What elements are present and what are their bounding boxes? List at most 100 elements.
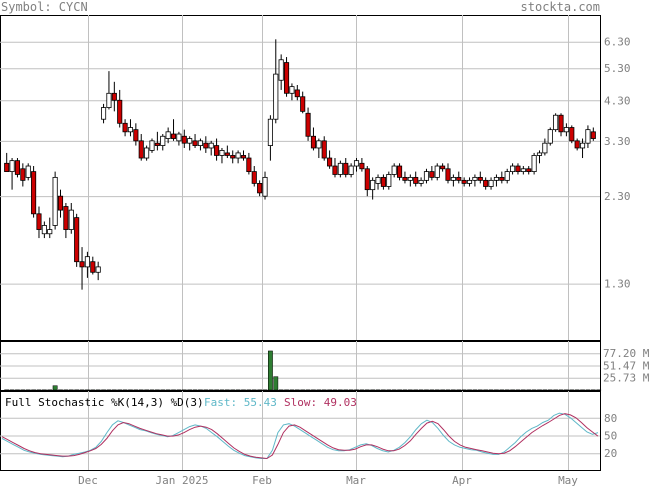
fast-value-label: Fast: 55.43: [204, 396, 277, 409]
volume-bar: [4, 389, 10, 391]
candle-body: [456, 176, 462, 181]
volume-bar: [563, 389, 569, 391]
volume-bar: [547, 389, 553, 391]
candle-body: [305, 112, 311, 137]
volume-bar: [273, 376, 279, 391]
candle-body: [327, 157, 333, 167]
candle-body: [397, 165, 403, 178]
candle-body: [68, 209, 74, 230]
volume-bar: [149, 389, 155, 391]
volume-bar: [144, 389, 150, 391]
x-tick-label: Mar: [346, 474, 366, 486]
candle-body: [133, 129, 139, 142]
y-tick-label: 5.30: [604, 62, 631, 75]
volume-bar: [596, 389, 602, 391]
candle-body: [386, 174, 392, 187]
candle-body: [122, 122, 128, 133]
candle-body: [31, 171, 37, 215]
volume-bar: [558, 389, 564, 391]
y-tick-label: 6.30: [604, 36, 631, 49]
volume-bar: [343, 389, 349, 391]
candle-body: [402, 176, 408, 181]
fast-stochastic-line: [1, 412, 599, 459]
volume-bar: [574, 389, 580, 391]
volume-bar: [429, 389, 435, 391]
volume-bar: [128, 389, 133, 391]
volume-bar: [413, 389, 419, 391]
candle-body: [219, 150, 225, 156]
volume-bar: [251, 389, 257, 391]
candle-body: [585, 129, 591, 144]
volume-bar: [138, 389, 144, 391]
slow-stochastic-line: [1, 413, 599, 460]
candle-body: [57, 195, 64, 211]
candle-body: [36, 213, 42, 230]
candle-body: [289, 86, 295, 94]
candle-body: [111, 92, 117, 101]
volume-bar: [267, 350, 273, 391]
x-tick-label: Dec: [78, 474, 98, 486]
candle-body: [542, 142, 548, 154]
volume-bar: [494, 389, 499, 391]
candle-body: [429, 171, 435, 178]
volume-bar: [133, 389, 139, 391]
volume-bar: [456, 389, 462, 391]
candle-body: [558, 114, 564, 133]
volume-bar: [467, 389, 472, 391]
candle-body: [52, 176, 58, 226]
candle-body: [536, 152, 543, 156]
volume-bar: [284, 389, 289, 391]
volume-bar: [74, 389, 80, 391]
candle-body: [310, 135, 317, 149]
candle-body: [20, 168, 26, 181]
candle-body: [472, 176, 478, 181]
candle-body: [590, 131, 596, 139]
volume-bar: [515, 389, 521, 391]
candle-body: [300, 96, 306, 112]
volume-bar: [9, 389, 15, 391]
candle-body: [520, 168, 526, 173]
candle-body: [574, 140, 580, 149]
candle-body: [138, 140, 144, 159]
volume-bar: [224, 389, 230, 391]
volume-bar: [111, 389, 117, 391]
x-tick-label: Apr: [452, 474, 472, 486]
x-tick-label: Feb: [252, 474, 272, 486]
volume-bar: [294, 389, 300, 391]
candle-body: [224, 152, 230, 156]
candle-body: [348, 165, 354, 175]
candle-body: [353, 160, 360, 167]
candle-body: [563, 127, 569, 133]
brand-label: stockta.com: [520, 0, 600, 14]
volume-bar: [31, 389, 37, 391]
candle-body: [413, 176, 419, 184]
volume-bar: [537, 389, 542, 391]
candle-body: [246, 157, 252, 173]
volume-bar: [499, 389, 505, 391]
volume-bar: [41, 389, 47, 391]
y-tick-label: 3.30: [604, 135, 631, 148]
volume-bar: [171, 389, 176, 391]
stochastic-tick-label: 50: [604, 430, 617, 443]
volume-bar: [36, 389, 42, 391]
candle-body: [526, 168, 532, 173]
y-tick-label: 1.30: [604, 278, 631, 291]
candle-body: [553, 114, 559, 131]
volume-bar: [418, 389, 424, 391]
stochastic-tick-label: 20: [604, 447, 617, 460]
volume-bar: [117, 389, 123, 391]
candle-body: [240, 155, 247, 159]
volume-bar: [407, 389, 413, 391]
candle-body: [337, 162, 343, 175]
volume-bar: [58, 389, 63, 391]
candle-body: [251, 171, 257, 184]
volume-bar: [230, 389, 236, 391]
candle-body: [391, 165, 397, 175]
candle-body: [208, 142, 214, 149]
volume-bar: [370, 389, 376, 391]
volume-bar: [47, 389, 53, 391]
candle-body: [316, 140, 322, 149]
volume-bar: [289, 389, 295, 391]
candle-body: [547, 129, 553, 144]
candle-body: [375, 176, 381, 184]
